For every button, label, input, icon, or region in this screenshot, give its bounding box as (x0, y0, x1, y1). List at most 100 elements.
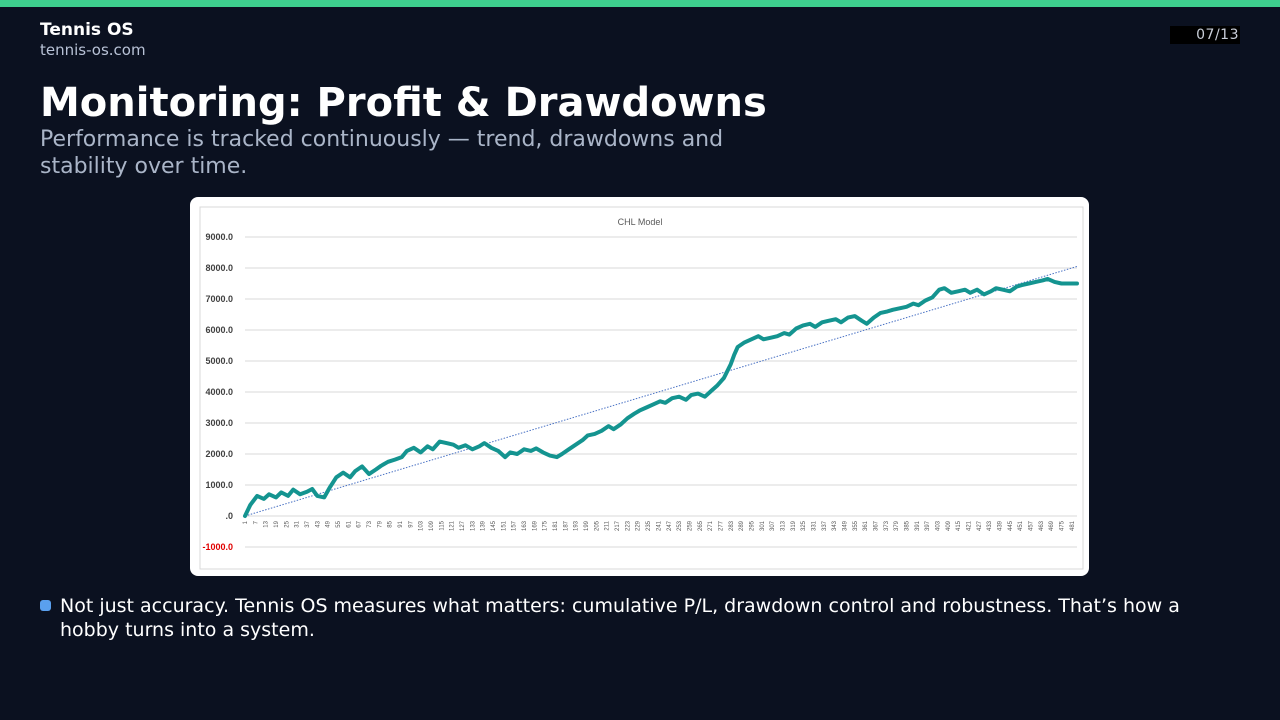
x-tick-label: 301 (760, 520, 766, 531)
brand-url: tennis-os.com (40, 41, 146, 59)
x-tick-label: 55 (336, 520, 342, 527)
x-tick-label: 313 (780, 520, 786, 531)
x-tick-label: 331 (811, 520, 817, 531)
x-tick-label: 397 (925, 520, 931, 531)
profit-line-chart: 9000.0 8000.0 7000.0 6000.0 5000.0 4000.0 3000… (199, 206, 1084, 570)
x-tick-label: 415 (956, 520, 962, 531)
x-tick-label: 175 (543, 520, 549, 531)
x-tick-label: 145 (491, 520, 497, 531)
accent-top-bar (0, 0, 1280, 7)
x-tick-label: 13 (264, 520, 270, 527)
x-tick-label: 469 (1049, 520, 1055, 531)
gridlines (245, 236, 1077, 548)
x-tick-label: 163 (522, 520, 528, 531)
x-tick-label: 391 (915, 520, 921, 531)
y-tick-label: 5000.0 (205, 356, 233, 366)
x-tick-label: 235 (646, 520, 652, 531)
bullet-marker-icon (40, 600, 51, 611)
x-tick-label: 223 (625, 520, 631, 531)
x-tick-label: 277 (718, 520, 724, 531)
x-tick-label: 73 (367, 520, 373, 527)
x-tick-label: 97 (408, 520, 414, 527)
x-tick-label: 91 (398, 520, 404, 527)
bullet-text: Not just accuracy. Tennis OS measures wh… (60, 595, 1180, 641)
x-tick-label: 271 (708, 520, 714, 531)
x-tick-label: 337 (822, 520, 828, 531)
chart-title: CHL Model (618, 217, 663, 227)
x-tick-label: 25 (284, 520, 290, 527)
x-tick-label: 109 (429, 520, 435, 531)
x-tick-label: 403 (935, 520, 941, 531)
x-tick-label: 307 (770, 520, 776, 531)
x-tick-label: 343 (832, 520, 838, 531)
x-tick-label: 367 (873, 520, 879, 531)
y-tick-label: 8000.0 (205, 263, 233, 273)
x-tick-label: 427 (977, 520, 983, 531)
page-counter: 07/13 (1170, 26, 1240, 44)
x-tick-label: 421 (966, 520, 972, 531)
series-trendline (244, 265, 1078, 517)
x-tick-label: 481 (1070, 520, 1076, 531)
x-tick-label: 439 (997, 520, 1003, 531)
x-tick-label: 373 (884, 520, 890, 531)
x-tick-label: 7 (253, 520, 259, 524)
y-tick-label: 6000.0 (205, 325, 233, 335)
y-tick-label: 3000.0 (205, 418, 233, 428)
x-tick-label: 127 (460, 520, 466, 531)
x-tick-label: 433 (987, 520, 993, 531)
x-tick-label: 247 (667, 520, 673, 531)
y-axis-ticks: 9000.0 8000.0 7000.0 6000.0 5000.0 4000.0 3000… (202, 232, 233, 552)
x-tick-label: 187 (563, 520, 569, 531)
x-tick-label: 379 (894, 520, 900, 531)
y-tick-label: 4000.0 (205, 387, 233, 397)
x-tick-label: 151 (501, 520, 507, 531)
x-tick-label: 259 (687, 520, 693, 531)
x-tick-label: 265 (698, 520, 704, 531)
chart-area-border (199, 206, 1084, 570)
y-tick-label: 7000.0 (205, 294, 233, 304)
y-tick-label: 1000.0 (205, 480, 233, 490)
x-tick-label: 283 (729, 520, 735, 531)
x-tick-label: 349 (842, 520, 848, 531)
x-tick-label: 121 (450, 520, 456, 531)
x-tick-label: 457 (1028, 520, 1034, 531)
x-tick-label: 115 (439, 520, 445, 530)
x-tick-label: 361 (863, 520, 869, 531)
chart-image-frame: 9000.0 8000.0 7000.0 6000.0 5000.0 4000.0 3000… (190, 197, 1089, 576)
series-layer (243, 276, 1079, 518)
x-tick-label: 157 (512, 520, 518, 531)
x-tick-label: 199 (584, 520, 590, 531)
slide-title: Monitoring: Profit & Drawdowns (40, 80, 767, 126)
x-tick-label: 31 (295, 520, 301, 527)
x-tick-label: 133 (470, 520, 476, 531)
x-tick-label: 169 (532, 520, 538, 531)
x-tick-label: 85 (388, 520, 394, 527)
y-tick-label: 9000.0 (205, 232, 233, 242)
x-axis-ticks: 1 7 13 19 25 31 37 43 49 55 61 67 73 79 85 91 97 103 109 11… (243, 520, 1076, 531)
x-tick-label: 295 (749, 520, 755, 531)
x-tick-label: 19 (274, 520, 280, 527)
brand-name: Tennis OS (40, 20, 134, 40)
x-tick-label: 445 (1008, 520, 1014, 531)
x-tick-label: 319 (791, 520, 797, 531)
trendline-layer (244, 265, 1078, 517)
x-tick-label: 67 (357, 520, 363, 527)
x-tick-label: 229 (636, 520, 642, 531)
x-tick-label: 79 (377, 520, 383, 527)
x-tick-label: 451 (1018, 520, 1024, 531)
y-tick-label: 2000.0 (205, 449, 233, 459)
x-tick-label: 463 (1039, 520, 1045, 531)
x-tick-label: 43 (315, 520, 321, 527)
x-tick-label: 253 (677, 520, 683, 531)
bullet-item: Not just accuracy. Tennis OS measures wh… (40, 594, 1240, 642)
slide-subtitle: Performance is tracked continuously — tr… (40, 127, 724, 179)
x-tick-label: 355 (853, 520, 859, 531)
x-tick-label: 181 (553, 520, 559, 531)
brand-block: Tennis OS tennis-os.com (40, 20, 146, 60)
x-tick-label: 49 (326, 520, 332, 527)
series-cumulative-pl (243, 276, 1079, 518)
x-tick-label: 217 (615, 520, 621, 531)
x-tick-label: 409 (946, 520, 952, 531)
x-tick-label: 61 (346, 520, 352, 527)
x-tick-label: 193 (574, 520, 580, 531)
